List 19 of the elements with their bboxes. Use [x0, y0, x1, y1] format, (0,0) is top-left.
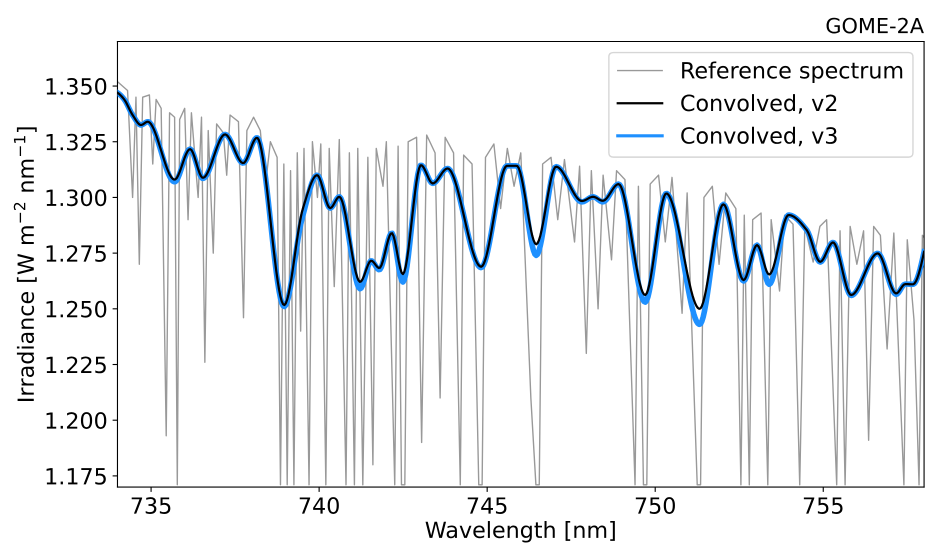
- x-tick-label: 750: [636, 497, 675, 514]
- y-tick-label: 1.325: [46, 134, 106, 150]
- y-tick-label: 1.250: [46, 300, 106, 318]
- y-tick-label: 1.300: [46, 189, 106, 206]
- x-axis-title: Wavelength [nm]: [426, 521, 615, 543]
- x-tick-label: 745: [468, 497, 506, 514]
- y-axis-title: Irradiance [W m$^{−2}$ nm$^{−1}$]: [14, 127, 37, 401]
- chart-title: GOME-2A: [826, 18, 924, 34]
- x-tick-label: 735: [132, 497, 170, 514]
- y-tick-label: 1.200: [46, 412, 106, 429]
- x-tick-label: 740: [300, 497, 339, 514]
- y-tick-label: 1.350: [46, 78, 106, 95]
- legend-label: Reference spectrum: [682, 61, 902, 84]
- legend-label: Convolved, v3: [681, 126, 837, 146]
- x-tick-label: 755: [804, 497, 843, 514]
- legend-label: Convolved, v2: [681, 94, 836, 114]
- y-tick-label: 1.175: [46, 468, 106, 485]
- y-tick-label: 1.225: [46, 356, 106, 374]
- y-tick-label: 1.275: [46, 245, 106, 262]
